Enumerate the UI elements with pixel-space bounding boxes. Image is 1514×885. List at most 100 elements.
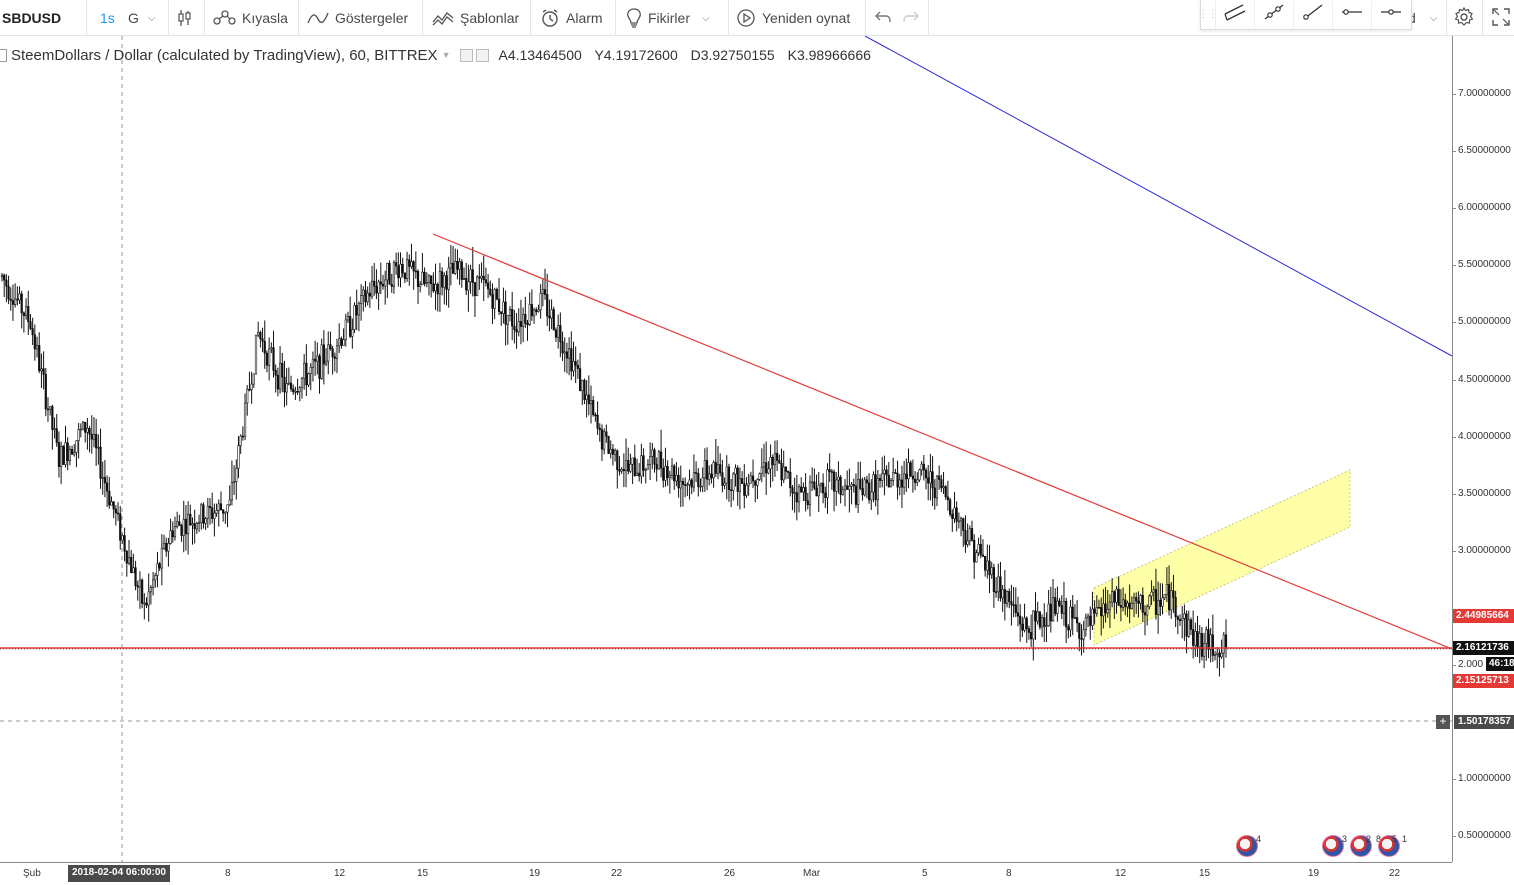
candle-body (458, 261, 461, 270)
candle-body (162, 542, 166, 549)
ray-tool[interactable] (1293, 0, 1332, 29)
compare-label: Kıyasla (242, 10, 288, 26)
visibility-icon[interactable] (460, 48, 474, 62)
candle-body (815, 487, 818, 497)
candle-body (165, 542, 168, 552)
candle-body (314, 358, 317, 362)
parallel-channel-tool[interactable] (1215, 0, 1254, 29)
candle-body (686, 484, 689, 487)
candle-body (1165, 584, 1168, 596)
candle-body (134, 567, 137, 586)
candle-body (484, 279, 488, 284)
candle-body (946, 496, 950, 501)
event-flag-group[interactable]: 4 (1236, 834, 1262, 859)
candle-body (1115, 588, 1118, 603)
indicators-button[interactable]: Göstergeler (307, 0, 408, 36)
candle-body (272, 347, 275, 371)
event-flag-group[interactable]: 5 1 (1378, 834, 1407, 859)
ideas-button[interactable]: Fikirler ⌵ (626, 0, 710, 36)
candle-body (920, 463, 923, 471)
layout-fragment[interactable]: d ⌵ (1408, 0, 1437, 36)
candle-body (62, 446, 65, 465)
chevron-down-icon[interactable]: ▼ (441, 50, 451, 60)
candle-body (95, 433, 98, 449)
chart-style-selector[interactable]: G ⌵ (128, 0, 155, 36)
alarm-button[interactable]: Alarm (540, 0, 603, 36)
replay-button[interactable]: Yeniden oynat (736, 0, 850, 36)
candle-body (333, 356, 336, 359)
candle-body (241, 435, 244, 438)
redo-button[interactable] (902, 0, 920, 36)
compare-button[interactable]: Kıyasla (212, 0, 288, 36)
candle-body (797, 486, 801, 503)
candle-body (250, 383, 253, 390)
horizontal-line-tool[interactable] (1371, 0, 1410, 29)
candle-body (743, 483, 746, 496)
yellow-parallel-channel[interactable] (1093, 469, 1351, 646)
candle-body (136, 585, 139, 588)
time-axis[interactable] (0, 862, 1452, 885)
lightbulb-icon (626, 8, 642, 28)
candle-body (819, 482, 823, 486)
candle-body (1187, 619, 1190, 637)
candle-body (653, 449, 656, 465)
settings-button[interactable] (1454, 0, 1474, 36)
blue-trend-line[interactable] (864, 36, 1452, 357)
candle-body (716, 464, 720, 474)
candle-body (86, 428, 89, 433)
candle-body (646, 464, 650, 470)
chart-type-button[interactable] (177, 0, 199, 36)
candle-body (758, 473, 761, 480)
candle-body (92, 433, 96, 440)
event-flag-group[interactable]: 3 (1322, 834, 1347, 859)
candle-body (1047, 603, 1050, 627)
candle-body (732, 473, 735, 491)
templates-button[interactable]: Şablonlar (432, 0, 519, 36)
candle-body (504, 301, 507, 325)
candle-body (362, 289, 365, 296)
symbol-search[interactable]: SBDUSD (2, 10, 62, 26)
chevron-down-icon: ⌵ (147, 12, 156, 24)
fullscreen-button[interactable] (1492, 0, 1510, 36)
interval-selector[interactable]: 1s (100, 10, 115, 26)
candle-body (557, 325, 560, 338)
drag-handle-icon[interactable]: ⋮⋮ (1198, 9, 1218, 20)
fullscreen-icon (1492, 7, 1510, 29)
candle-body (662, 467, 665, 481)
price-tag-lower: 2.15125713 (1453, 674, 1514, 688)
horizontal-ray-tool[interactable] (1332, 0, 1371, 29)
candle-body (489, 288, 492, 295)
chart-legend[interactable]: SteemDollars / Dollar (calculated by Tra… (0, 42, 880, 68)
candles-icon (177, 9, 193, 27)
candle-body (876, 478, 879, 501)
candle-body (79, 428, 82, 431)
candle-body (147, 591, 150, 606)
candle-body (252, 373, 255, 385)
event-flag-group[interactable]: 2 8 (1350, 834, 1381, 859)
trend-line-tool[interactable] (1254, 0, 1293, 29)
candle-body (508, 308, 512, 317)
candle-body (1172, 590, 1175, 598)
candle-body (537, 309, 540, 312)
price-tick-label: 6.00000000 (1458, 202, 1511, 214)
candle-body (644, 468, 647, 471)
candle-body (11, 300, 15, 305)
candle-body (401, 263, 404, 274)
candle-body (519, 321, 523, 327)
candle-body (329, 344, 332, 350)
price-axis[interactable] (1452, 36, 1514, 862)
event-count: 4 (1256, 834, 1262, 844)
candle-body (695, 472, 698, 474)
candle-body (0, 274, 4, 278)
candle-body (955, 507, 958, 522)
price-chart[interactable] (0, 36, 1452, 862)
undo-button[interactable] (874, 0, 892, 36)
add-alert-plus-icon[interactable]: + (1436, 715, 1450, 729)
legend-title[interactable]: SteemDollars / Dollar (calculated by Tra… (11, 46, 438, 64)
candle-body (213, 512, 216, 519)
red-resistance-line[interactable] (432, 233, 1452, 650)
candle-body (1034, 610, 1037, 622)
candle-body (1119, 605, 1122, 608)
candle-body (215, 510, 218, 514)
settings-small-icon[interactable] (476, 48, 490, 62)
